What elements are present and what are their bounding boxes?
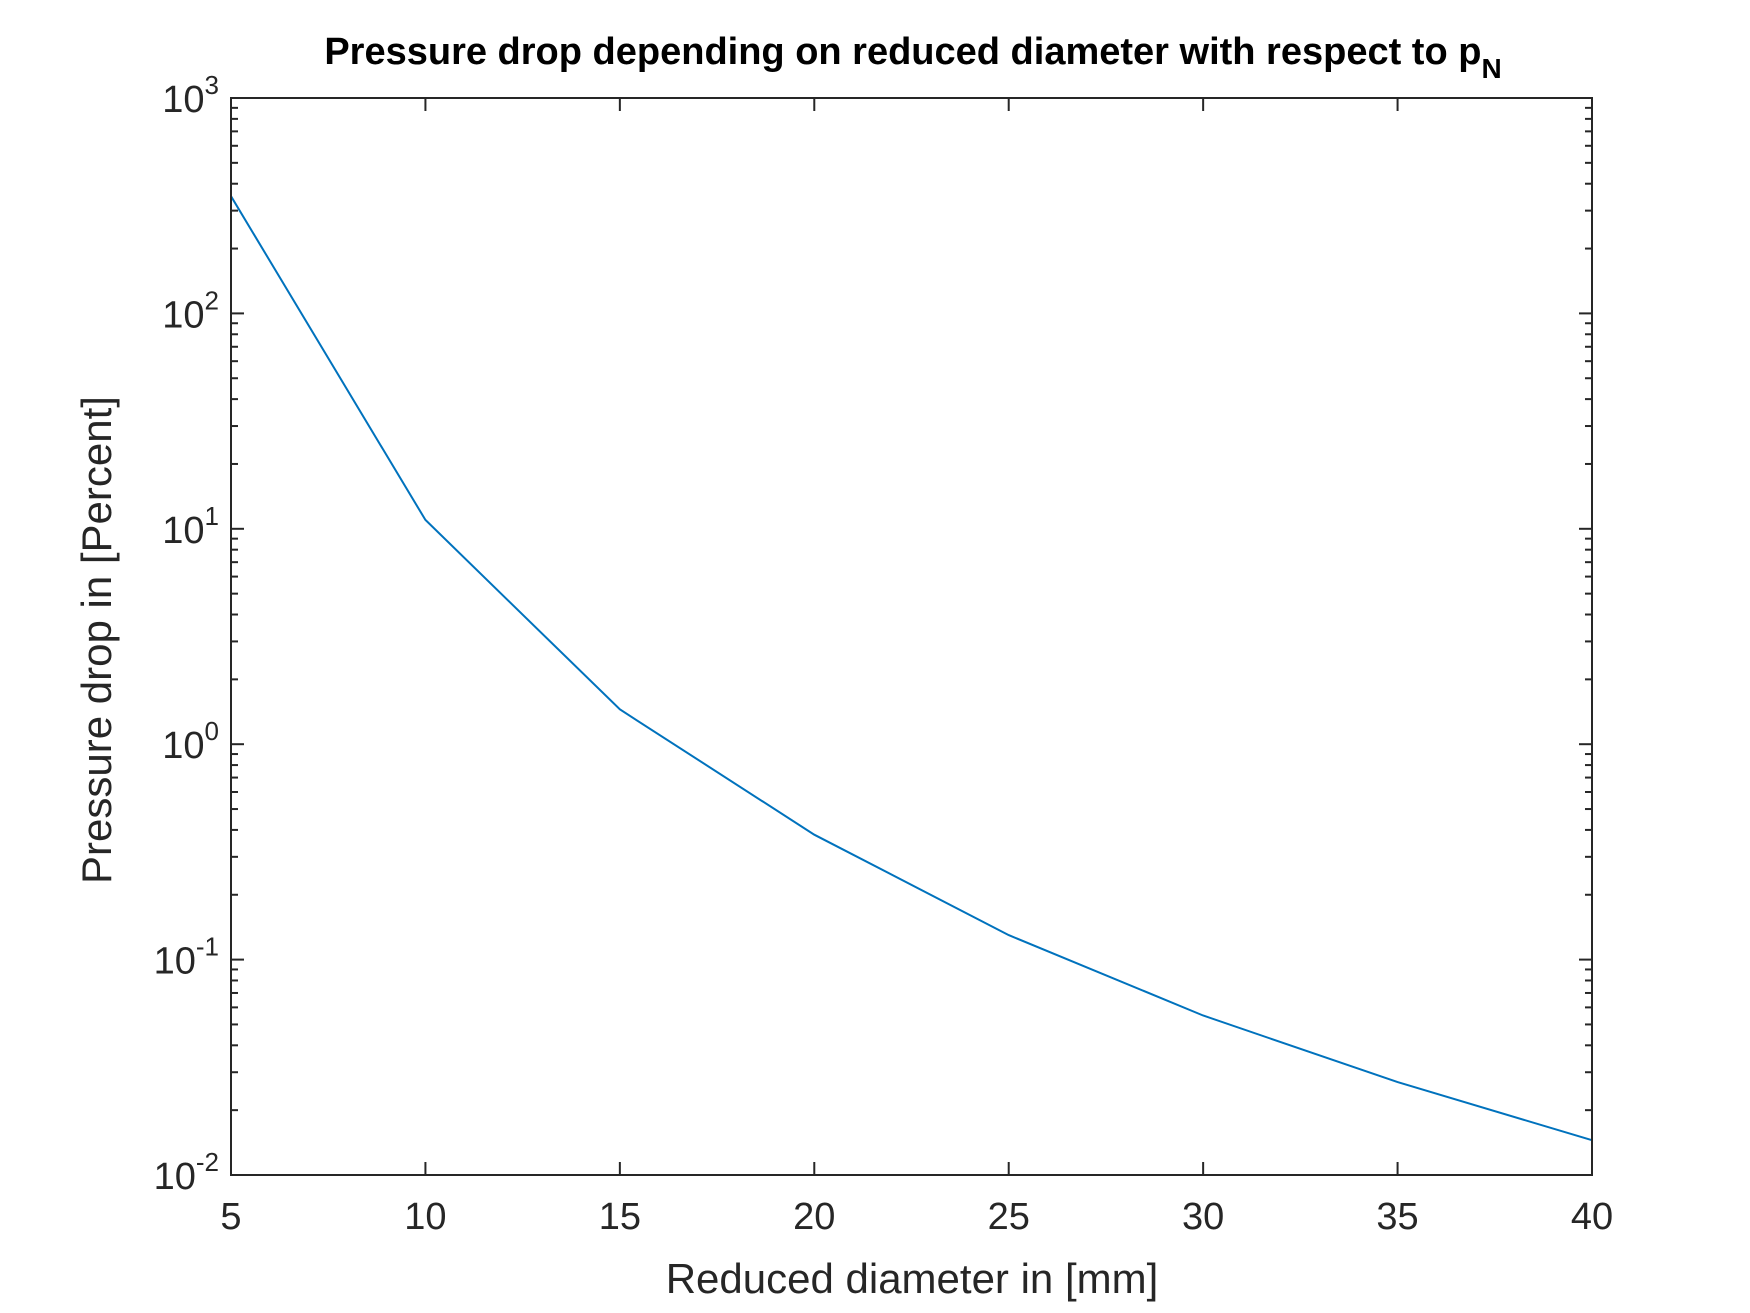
y-tick-label-exponent: 0 [205,716,219,746]
chart-title: Pressure drop depending on reduced diame… [324,31,1501,84]
x-tick-label: 35 [1376,1196,1418,1238]
y-tick-label: 10-2 [154,1147,219,1198]
plot-frame [230,97,1593,1176]
y-tick-label: 10-1 [154,932,219,983]
y-tick-label-exponent: -1 [196,932,219,962]
y-tick-label: 101 [162,501,219,552]
y-tick-label-exponent: -2 [196,1147,219,1177]
y-tick-label-base: 10 [162,79,204,121]
y-tick-label-base: 10 [154,941,196,983]
x-tick-label: 5 [220,1196,241,1238]
y-tick-label: 103 [162,70,219,121]
series-line [230,195,1593,1142]
y-tick-label-base: 10 [154,1156,196,1198]
x-tick-label: 15 [599,1196,641,1238]
y-tick-label-exponent: 3 [205,70,219,100]
y-tick-label-base: 10 [162,725,204,767]
axis-ticks [230,97,1593,1176]
x-tick-label: 25 [988,1196,1030,1238]
x-tick-label: 20 [793,1196,835,1238]
x-tick-label: 10 [404,1196,446,1238]
y-tick-label-base: 10 [162,294,204,336]
y-tick-label: 100 [162,716,219,767]
x-tick-labels: 5 10 15 20 25 30 35 40 [220,1196,1613,1238]
x-tick-label: 30 [1182,1196,1224,1238]
y-tick-label-exponent: 2 [205,285,219,315]
y-tick-label: 102 [162,285,219,336]
y-tick-label-base: 10 [162,510,204,552]
chart-title-main: Pressure drop depending on reduced diame… [324,31,1481,73]
chart-title-subscript: N [1481,53,1501,84]
y-tick-label-exponent: 1 [205,501,219,531]
x-axis-label: Reduced diameter in [mm] [666,1255,1159,1302]
x-tick-label: 40 [1571,1196,1613,1238]
y-axis-label: Pressure drop in [Percent] [73,396,120,884]
